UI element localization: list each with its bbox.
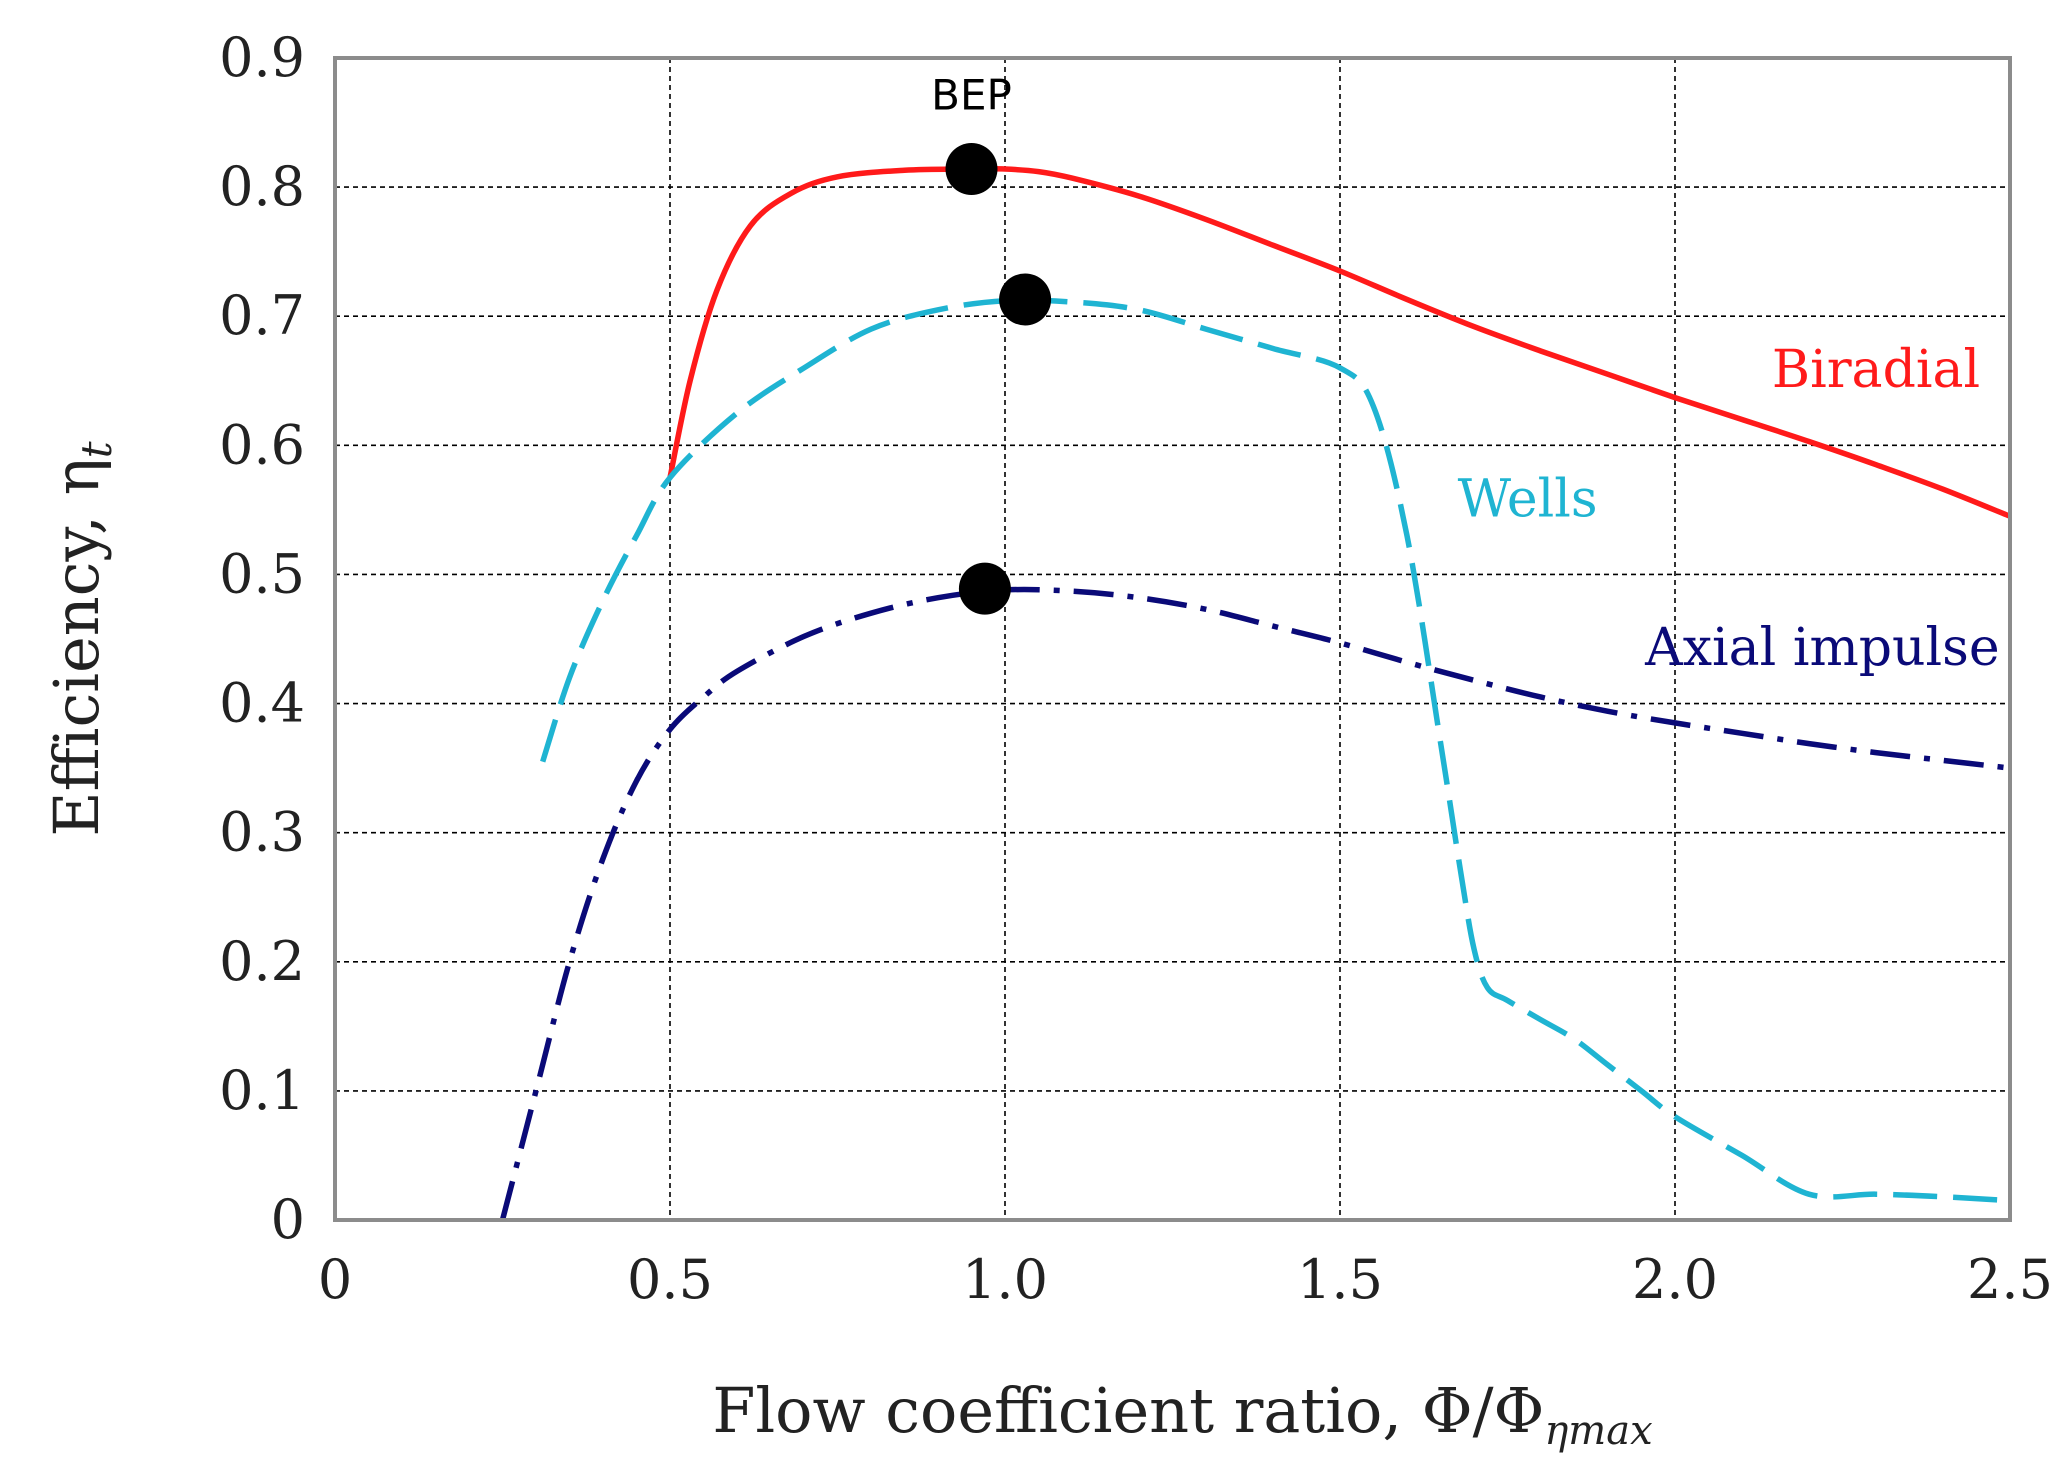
x-tick-label: 1.0 [962, 1248, 1048, 1311]
biradial-line [667, 166, 2012, 519]
y-tick-label: 0.6 [219, 413, 305, 476]
bep-points [945, 143, 1052, 615]
series-labels: Biradial Wells Axial impulse [1458, 340, 2000, 678]
x-tick-labels: 0 0.5 1.0 1.5 2.0 2.5 [318, 1248, 2053, 1311]
y-tick-label: 0 [271, 1188, 305, 1251]
y-tick-label: 0.8 [219, 155, 305, 218]
x-axis-title-subscript: ηmax [1544, 1408, 1652, 1454]
bep-annotation: BEP [931, 71, 1012, 120]
y-tick-label: 0.5 [219, 542, 305, 605]
y-tick-label: 0.9 [219, 26, 305, 89]
bep-point-biradial [945, 143, 998, 196]
x-tick-label: 0 [318, 1248, 352, 1311]
annotations: BEP [931, 71, 1012, 120]
series-lines [499, 166, 2012, 1221]
wells-line [540, 297, 2011, 1204]
x-axis-title: Flow coefficient ratio, Φ/Φηmax [712, 1374, 1652, 1454]
biradial-label: Biradial [1772, 340, 1980, 400]
y-tick-label: 0.2 [219, 930, 305, 993]
y-tick-label: 0.3 [219, 801, 305, 864]
y-tick-label: 0.4 [219, 672, 305, 735]
x-tick-label: 1.5 [1297, 1248, 1383, 1311]
x-tick-label: 0.5 [627, 1248, 713, 1311]
grid-lines [335, 58, 2010, 1220]
bep-point-axial-impulse [958, 562, 1011, 615]
bep-point-wells [999, 273, 1052, 326]
y-tick-labels: 0 0.1 0.2 0.3 0.4 0.5 0.6 0.7 0.8 0.9 [219, 26, 305, 1251]
y-axis-title-main: Efficiency, η [40, 458, 113, 836]
x-axis-title-main: Flow coefficient ratio, Φ/Φ [712, 1374, 1544, 1447]
y-tick-label: 0.1 [219, 1059, 305, 1122]
x-tick-label: 2.0 [1632, 1248, 1718, 1311]
axial-impulse-label: Axial impulse [1644, 618, 1999, 678]
x-tick-label: 2.5 [1967, 1248, 2053, 1311]
y-tick-label: 0.7 [219, 284, 305, 347]
wells-label: Wells [1458, 469, 1598, 529]
y-axis-title: Efficiency, ηt [40, 441, 121, 836]
plot-frame [333, 56, 2012, 1222]
axial-impulse-line [499, 586, 2011, 1221]
y-axis-title-subscript: t [72, 441, 121, 458]
